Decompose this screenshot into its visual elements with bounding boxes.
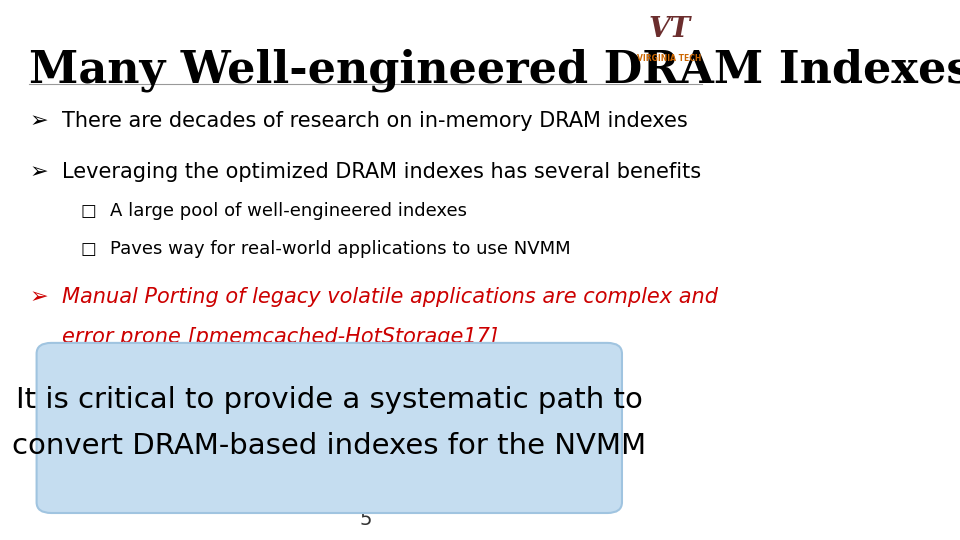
Text: □: □ [81, 240, 96, 258]
Text: ➢: ➢ [29, 287, 48, 307]
Text: Leveraging the optimized DRAM indexes has several benefits: Leveraging the optimized DRAM indexes ha… [62, 162, 702, 182]
Text: A large pool of well-engineered indexes: A large pool of well-engineered indexes [109, 202, 467, 220]
Text: ➢: ➢ [29, 162, 48, 182]
FancyBboxPatch shape [36, 343, 622, 513]
Text: There are decades of research on in-memory DRAM indexes: There are decades of research on in-memo… [62, 111, 688, 131]
Text: VT: VT [648, 16, 690, 43]
Text: Paves way for real-world applications to use NVMM: Paves way for real-world applications to… [109, 240, 570, 258]
Text: Manual Porting of legacy volatile applications are complex and: Manual Porting of legacy volatile applic… [62, 287, 718, 307]
Text: VIRGINIA TECH: VIRGINIA TECH [637, 54, 702, 63]
Text: 5: 5 [360, 510, 372, 529]
Text: It is critical to provide a systematic path to: It is critical to provide a systematic p… [16, 386, 643, 414]
Text: error prone [pmemcached-HotStorage17]: error prone [pmemcached-HotStorage17] [62, 327, 498, 347]
Text: Many Well-engineered DRAM Indexes: Many Well-engineered DRAM Indexes [29, 49, 960, 92]
Text: convert DRAM-based indexes for the NVMM: convert DRAM-based indexes for the NVMM [12, 432, 646, 460]
Text: □: □ [81, 202, 96, 220]
Text: ➢: ➢ [29, 111, 48, 131]
